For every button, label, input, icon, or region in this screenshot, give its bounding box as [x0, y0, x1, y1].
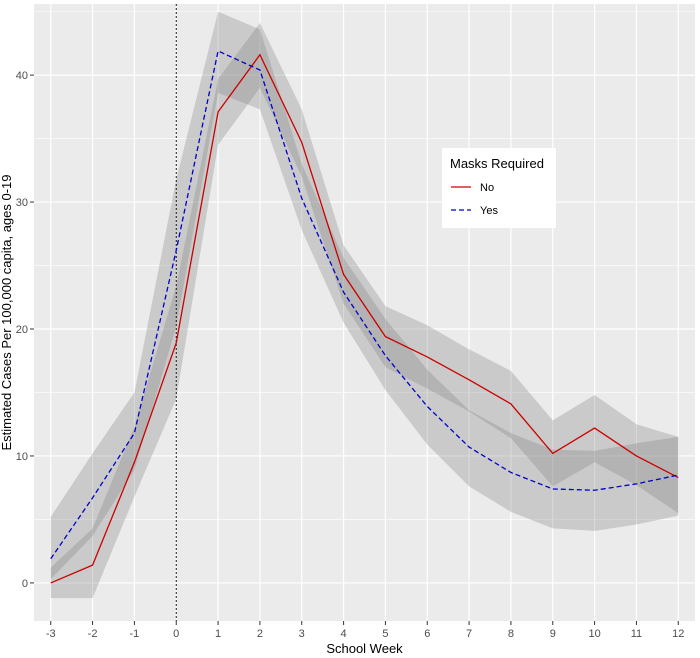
x-tick-label: 0 — [173, 628, 179, 640]
legend-label-no: No — [480, 182, 494, 194]
x-tick-label: 11 — [631, 628, 642, 640]
x-axis-ticks: -3 -2 -1 0 1 2 3 4 5 6 7 8 9 10 11 12 — [46, 621, 684, 640]
x-tick-label: 9 — [550, 628, 556, 640]
series-line-yes — [50, 50, 679, 560]
x-tick-label: 3 — [299, 628, 305, 640]
x-axis-title: School Week — [326, 641, 403, 656]
legend-label-yes: Yes — [480, 205, 498, 217]
series-line-no — [50, 53, 679, 584]
x-tick-label: 1 — [215, 628, 221, 640]
major-gridlines — [34, 4, 695, 621]
plot-panel — [34, 4, 695, 621]
legend: Masks Required No Yes — [442, 148, 556, 228]
x-tick-label: 6 — [424, 628, 430, 640]
x-tick-label: 12 — [672, 628, 684, 640]
x-tick-label: 7 — [466, 628, 472, 640]
x-tick-label: 10 — [588, 628, 600, 640]
y-tick-label: 20 — [16, 324, 28, 336]
y-tick-label: 30 — [16, 197, 28, 209]
x-tick-label: 2 — [257, 628, 263, 640]
x-tick-label: 4 — [341, 628, 347, 640]
y-tick-label: 10 — [16, 451, 28, 463]
x-tick-label: -2 — [88, 628, 98, 640]
legend-title: Masks Required — [450, 156, 544, 171]
y-tick-label: 0 — [22, 578, 28, 590]
series-lines — [50, 50, 679, 584]
y-axis-ticks: 0 10 20 30 40 — [16, 70, 34, 590]
ribbon-yes — [50, 11, 679, 580]
y-axis-title: Estimated Cases Per 100,000 capita, ages… — [0, 174, 14, 450]
legend-box — [442, 148, 556, 228]
y-tick-label: 40 — [16, 70, 28, 82]
x-tick-label: -1 — [130, 628, 140, 640]
x-tick-label: -3 — [46, 628, 56, 640]
x-tick-label: 5 — [382, 628, 388, 640]
x-tick-label: 8 — [508, 628, 514, 640]
